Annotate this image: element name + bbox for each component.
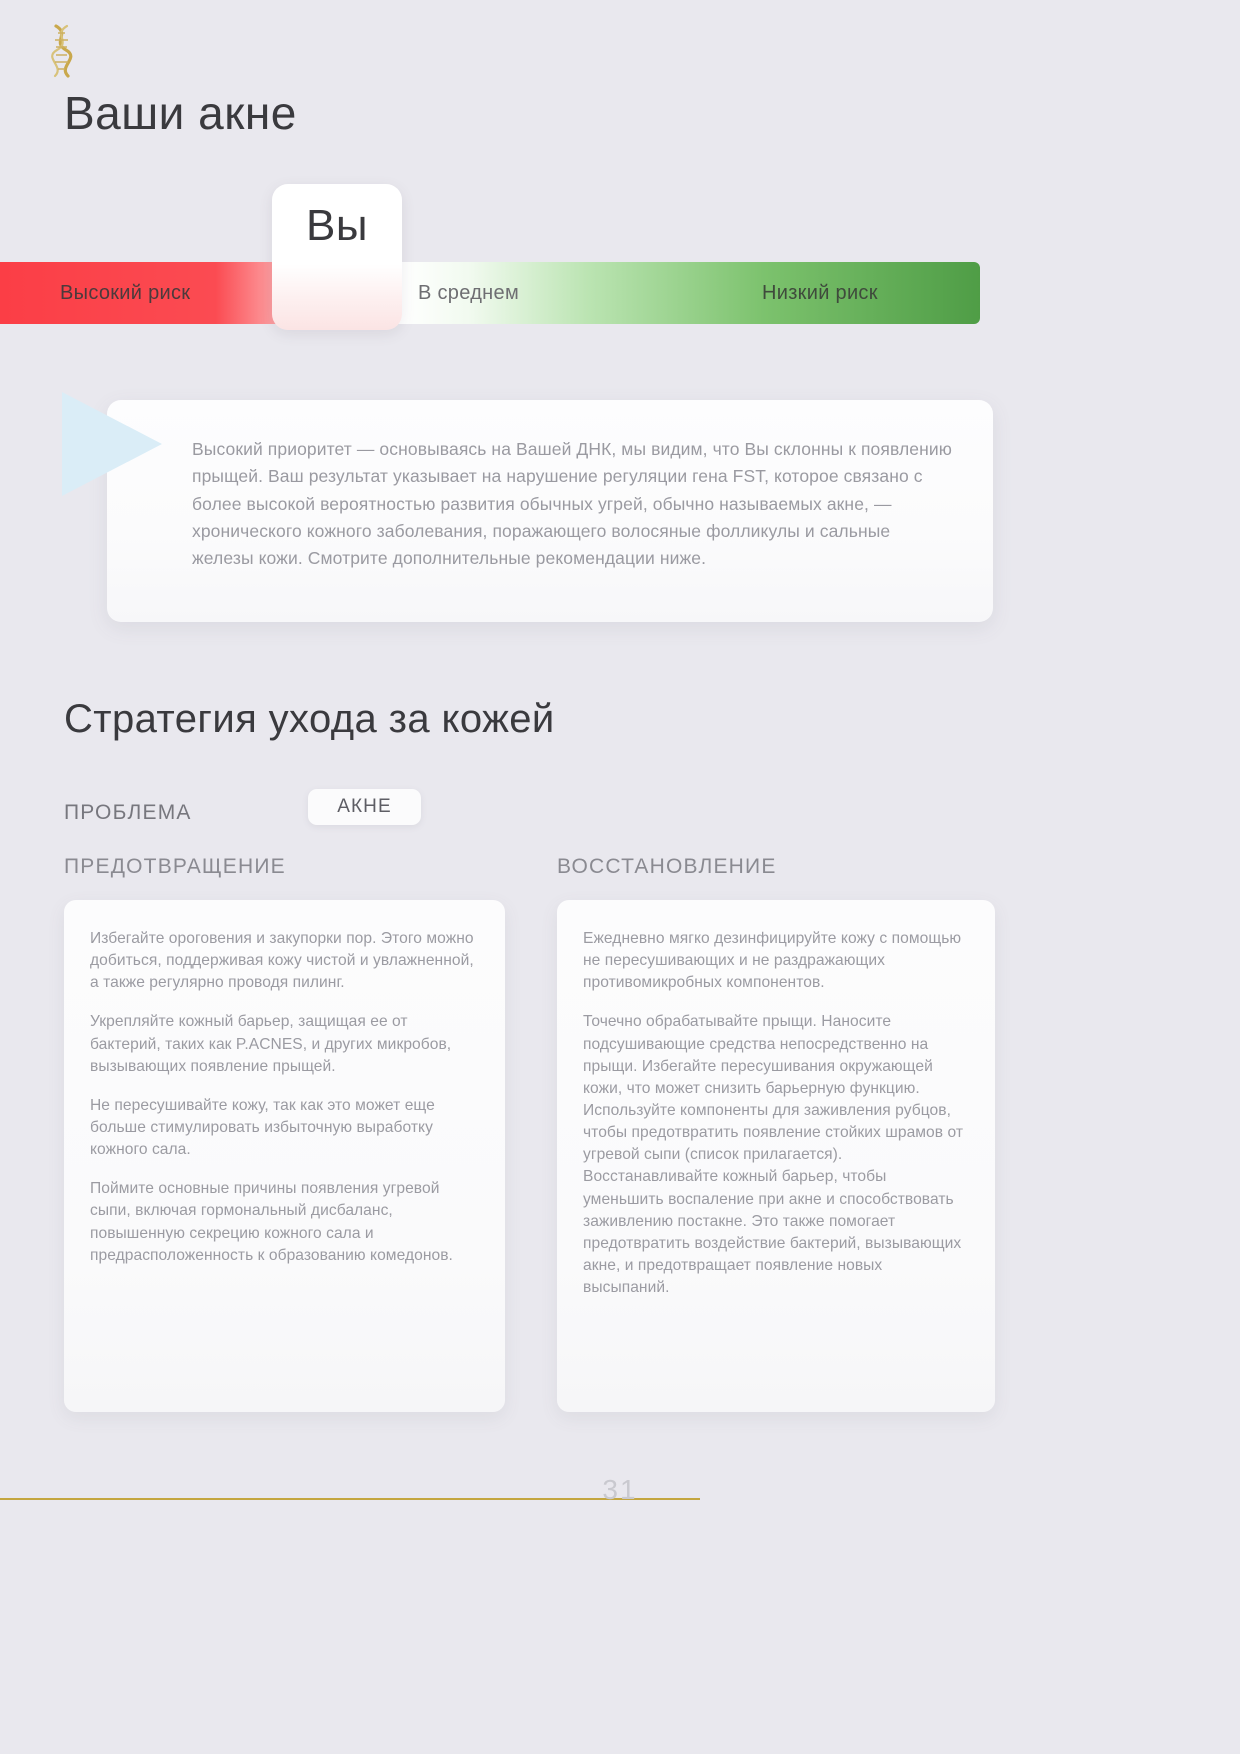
summary-card: Высокий приоритет — основываясь на Вашей… (107, 400, 993, 622)
problem-badge: АКНЕ (308, 789, 421, 825)
triangle-right-icon (62, 392, 162, 496)
footer-divider (0, 1498, 700, 1500)
advice-paragraph: Не пересушивайте кожу, так как это может… (90, 1096, 435, 1159)
advice-body-recovery: Ежедневно мягко дезинфицируйте кожу с по… (557, 900, 995, 1299)
advice-paragraph: Поймите основные причины появления угрев… (90, 1180, 453, 1264)
advice-body-prevention: Избегайте ороговения и закупорки пор. Эт… (64, 900, 505, 1267)
column-heading-prevention: ПРЕДОТВРАЩЕНИЕ (64, 855, 286, 878)
column-heading-recovery: ВОССТАНОВЛЕНИЕ (557, 855, 777, 878)
summary-text: Высокий приоритет — основываясь на Вашей… (192, 439, 952, 569)
advice-paragraph: Укрепляйте кожный барьер, защищая ее от … (90, 1013, 452, 1075)
risk-label-middle: В среднем (418, 281, 519, 304)
risk-label-high: Высокий риск (60, 281, 191, 304)
advice-card-recovery: Ежедневно мягко дезинфицируйте кожу с по… (557, 900, 995, 1412)
dna-helix-icon (40, 22, 84, 80)
risk-gradient-bar (0, 262, 980, 324)
risk-label-low: Низкий риск (762, 281, 878, 304)
problem-label: ПРОБЛЕМА (64, 801, 192, 824)
advice-paragraph: Точечно обрабатывайте прыщи. Наносите по… (583, 1013, 964, 1297)
page-title: Ваши акне (64, 87, 297, 139)
you-marker: Вы (272, 184, 402, 330)
advice-paragraph: Избегайте ороговения и закупорки пор. Эт… (90, 930, 474, 992)
problem-row: ПРОБЛЕМА АКНЕ (64, 789, 984, 835)
section-title-strategy: Стратегия ухода за кожей (64, 697, 555, 741)
risk-scale: Высокий риск В среднем Низкий риск Вы (0, 184, 980, 330)
advice-card-prevention: Избегайте ороговения и закупорки пор. Эт… (64, 900, 505, 1412)
you-marker-label: Вы (306, 201, 368, 250)
page-number: 31 (602, 1474, 638, 1505)
advice-paragraph: Ежедневно мягко дезинфицируйте кожу с по… (583, 930, 962, 992)
